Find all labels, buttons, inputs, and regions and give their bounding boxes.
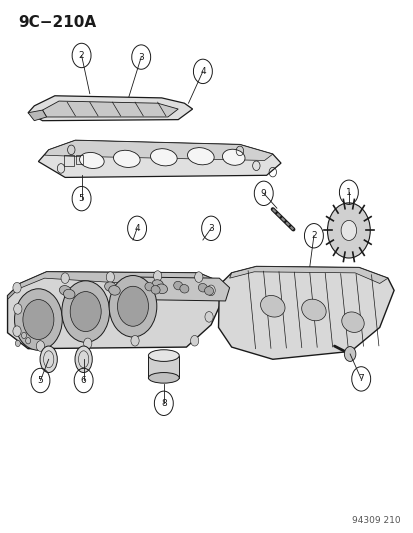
Circle shape [62, 281, 109, 342]
Ellipse shape [156, 284, 167, 294]
Ellipse shape [179, 285, 188, 293]
Circle shape [206, 285, 215, 296]
Ellipse shape [145, 282, 154, 291]
Ellipse shape [222, 149, 244, 165]
Text: 5: 5 [38, 376, 43, 385]
Circle shape [13, 282, 21, 293]
Circle shape [204, 312, 213, 322]
Circle shape [83, 338, 92, 349]
Circle shape [109, 276, 157, 337]
Text: 3: 3 [208, 224, 214, 233]
Circle shape [61, 273, 69, 284]
Text: 7: 7 [358, 374, 363, 383]
Circle shape [26, 337, 31, 344]
Polygon shape [38, 140, 280, 177]
Text: 4: 4 [134, 224, 140, 233]
Ellipse shape [59, 286, 71, 295]
Circle shape [344, 346, 355, 361]
Text: 2: 2 [310, 231, 316, 240]
Text: 94309 210: 94309 210 [351, 516, 399, 525]
Ellipse shape [109, 286, 120, 295]
Text: 4: 4 [199, 67, 205, 76]
Circle shape [13, 326, 21, 336]
Ellipse shape [152, 280, 163, 289]
Circle shape [36, 341, 45, 351]
Text: 9C−210A: 9C−210A [18, 14, 96, 30]
Ellipse shape [187, 148, 214, 165]
Circle shape [23, 300, 54, 340]
Circle shape [194, 272, 202, 282]
Circle shape [117, 286, 148, 326]
Circle shape [190, 335, 198, 346]
Circle shape [15, 340, 20, 346]
Ellipse shape [40, 346, 57, 373]
Circle shape [131, 335, 139, 346]
Circle shape [153, 271, 161, 281]
Circle shape [70, 292, 101, 332]
Text: 9: 9 [260, 189, 266, 198]
Ellipse shape [79, 152, 104, 168]
Ellipse shape [150, 149, 177, 166]
Polygon shape [7, 272, 225, 349]
Polygon shape [28, 96, 192, 120]
Ellipse shape [173, 281, 182, 290]
Circle shape [14, 304, 22, 314]
Polygon shape [7, 284, 20, 300]
Ellipse shape [198, 284, 207, 292]
Text: 2: 2 [78, 51, 84, 60]
Polygon shape [148, 356, 179, 378]
Polygon shape [19, 272, 221, 289]
Polygon shape [218, 266, 393, 359]
Ellipse shape [148, 350, 179, 361]
Ellipse shape [148, 373, 179, 383]
Text: 1: 1 [345, 188, 351, 197]
Ellipse shape [151, 286, 160, 294]
Circle shape [21, 332, 26, 338]
Ellipse shape [113, 150, 140, 167]
Ellipse shape [260, 295, 284, 317]
Ellipse shape [204, 287, 213, 295]
Ellipse shape [75, 346, 92, 373]
Polygon shape [120, 277, 229, 301]
Text: 3: 3 [138, 53, 144, 62]
Circle shape [106, 272, 114, 282]
Circle shape [327, 203, 369, 258]
Polygon shape [28, 110, 47, 120]
Text: 5: 5 [78, 194, 84, 203]
Polygon shape [45, 140, 272, 160]
Text: 6: 6 [81, 376, 86, 385]
Circle shape [14, 289, 62, 350]
Ellipse shape [301, 299, 325, 321]
Polygon shape [43, 101, 178, 117]
Ellipse shape [63, 289, 75, 299]
Text: 8: 8 [161, 399, 166, 408]
Ellipse shape [104, 282, 116, 292]
Polygon shape [229, 266, 387, 284]
Circle shape [340, 221, 356, 240]
Ellipse shape [341, 312, 363, 333]
